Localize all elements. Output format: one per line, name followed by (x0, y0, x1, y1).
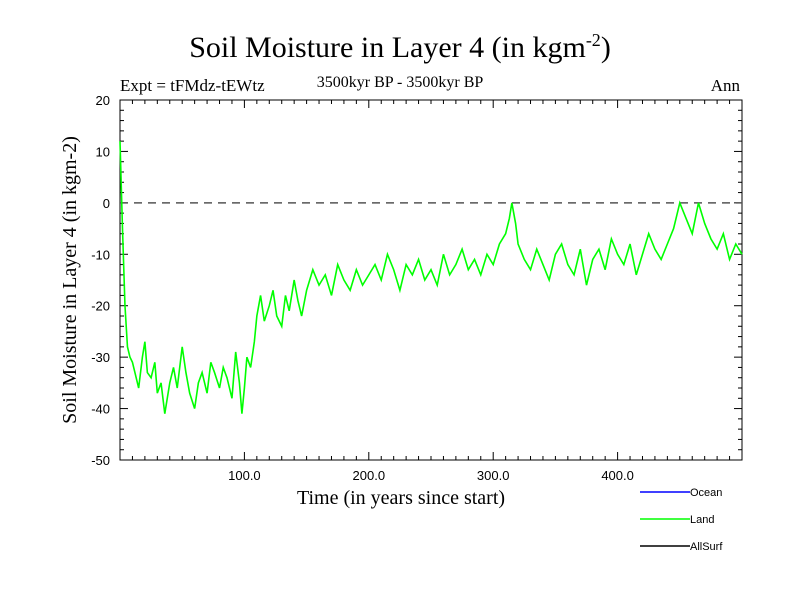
y-tick-label: -20 (91, 299, 110, 314)
y-tick-label: 10 (96, 144, 110, 159)
season-label: Ann (710, 76, 740, 95)
y-tick-label: -30 (91, 350, 110, 365)
x-tick-label: 400.0 (601, 468, 634, 483)
chart-title: Soil Moisture in Layer 4 (in kgm-2) (189, 30, 611, 64)
legend-label-land: Land (690, 514, 714, 526)
y-tick-label: 0 (103, 196, 110, 211)
series-line-land (119, 141, 743, 414)
chart-subtitle: 3500kyr BP - 3500kyr BP (316, 74, 484, 91)
x-tick-label: 300.0 (477, 468, 510, 483)
y-tick-label: -50 (91, 453, 110, 468)
y-tick-label: 20 (96, 93, 110, 108)
y-tick-label: -10 (91, 247, 110, 262)
x-axis-label: Time (in years since start) (297, 487, 505, 509)
legend-label-ocean: Ocean (690, 487, 722, 499)
x-tick-label: 100.0 (228, 468, 261, 483)
y-axis-label: Soil Moisture in Layer 4 (in kgm-2) (59, 136, 81, 424)
plot-frame (119, 99, 743, 461)
experiment-label: Expt = tFMdz-tEWtz (120, 76, 265, 95)
x-tick-label: 200.0 (353, 468, 386, 483)
legend-label-allsurf: AllSurf (690, 541, 723, 553)
y-tick-label: -40 (91, 402, 110, 417)
